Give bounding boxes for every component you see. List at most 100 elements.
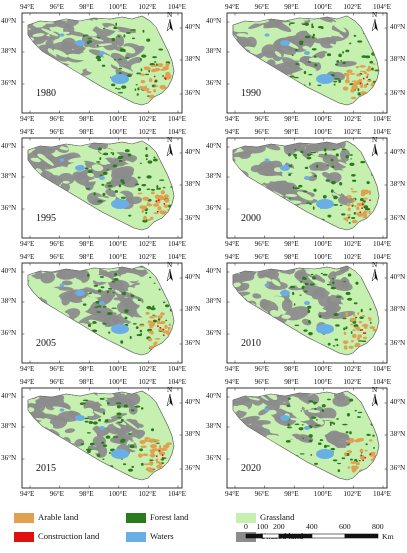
scale-bar: 0 100 200 400 600 800 Km <box>244 522 404 548</box>
lake <box>316 74 334 84</box>
longitude-tick-top: 102°E <box>343 253 362 261</box>
land-use-map <box>21 137 183 239</box>
longitude-tick-bottom: 94°E <box>225 365 240 373</box>
legend-label: Grassland <box>260 512 295 522</box>
lake <box>316 324 334 334</box>
longitude-tick-bottom: 100°E <box>313 240 332 248</box>
north-label: N <box>372 11 378 19</box>
latitude-tick-left: 38°N <box>206 47 222 55</box>
map-panel-1995: 94°E 94°E 96°E 96°E 98°E 98°E 100°E 100°E 102°E 1… <box>0 125 200 248</box>
latitude-tick-right: 40°N <box>185 148 201 156</box>
latitude-tick-right: 38°N <box>390 430 406 438</box>
longitude-tick-bottom: 102°E <box>343 490 362 498</box>
north-arrow-icon <box>371 143 378 157</box>
longitude-tick-top: 100°E <box>108 3 127 11</box>
lake <box>316 449 334 459</box>
lake <box>111 74 129 84</box>
legend-swatch <box>14 513 34 523</box>
latitude-tick-left: 36°N <box>1 204 17 212</box>
longitude-tick-top: 94°E <box>20 378 35 386</box>
year-label: 2020 <box>241 463 261 474</box>
latitude-tick-right: 38°N <box>185 305 201 313</box>
longitude-tick-bottom: 104°E <box>373 115 392 123</box>
scale-tick-label: 200 <box>273 522 285 531</box>
map-panel-2015: 94°E 94°E 96°E 96°E 98°E 98°E 100°E 100°E 102°E 1… <box>0 375 200 498</box>
latitude-tick-left: 40°N <box>1 17 17 25</box>
north-label: N <box>167 136 173 144</box>
longitude-tick-top: 104°E <box>168 3 187 11</box>
longitude-tick-bottom: 98°E <box>284 115 299 123</box>
latitude-tick-left: 38°N <box>206 172 222 180</box>
latitude-tick-left: 36°N <box>206 204 222 212</box>
map-panel-1990: 94°E 94°E 96°E 96°E 98°E 98°E 100°E 100°E 102°E 1… <box>205 0 405 123</box>
north-arrow-icon <box>166 393 173 407</box>
longitude-tick-top: 94°E <box>225 128 240 136</box>
longitude-tick-bottom: 98°E <box>79 240 94 248</box>
longitude-tick-top: 102°E <box>343 128 362 136</box>
latitude-tick-left: 40°N <box>1 142 17 150</box>
longitude-tick-top: 100°E <box>313 3 332 11</box>
longitude-tick-top: 104°E <box>168 253 187 261</box>
map-panel-2005: 94°E 94°E 96°E 96°E 98°E 98°E 100°E 100°E 102°E 1… <box>0 250 200 373</box>
longitude-tick-bottom: 102°E <box>138 490 157 498</box>
longitude-tick-bottom: 98°E <box>79 115 94 123</box>
longitude-tick-top: 100°E <box>108 253 127 261</box>
legend-swatch <box>14 532 34 542</box>
latitude-tick-left: 36°N <box>206 79 222 87</box>
latitude-tick-right: 38°N <box>390 305 406 313</box>
latitude-tick-right: 36°N <box>185 464 201 472</box>
north-label: N <box>167 261 173 269</box>
year-label: 2015 <box>36 463 56 474</box>
longitude-tick-top: 94°E <box>225 378 240 386</box>
latitude-tick-right: 38°N <box>185 430 201 438</box>
longitude-tick-top: 94°E <box>20 128 35 136</box>
legend-swatch <box>126 532 146 542</box>
longitude-tick-top: 96°E <box>49 378 65 386</box>
north-label: N <box>372 386 378 394</box>
longitude-tick-bottom: 96°E <box>254 365 270 373</box>
longitude-tick-top: 102°E <box>343 3 362 11</box>
map-panel-2020: 94°E 94°E 96°E 96°E 98°E 98°E 100°E 100°E 102°E 1… <box>205 375 405 498</box>
longitude-tick-top: 94°E <box>20 253 35 261</box>
latitude-tick-left: 36°N <box>206 329 222 337</box>
latitude-tick-right: 40°N <box>390 148 406 156</box>
latitude-tick-left: 40°N <box>206 392 222 400</box>
longitude-tick-top: 94°E <box>225 3 240 11</box>
legend-swatch <box>236 513 256 523</box>
latitude-tick-left: 40°N <box>206 267 222 275</box>
longitude-tick-bottom: 98°E <box>284 490 299 498</box>
longitude-tick-bottom: 104°E <box>373 365 392 373</box>
latitude-tick-left: 38°N <box>1 297 17 305</box>
longitude-tick-bottom: 100°E <box>313 115 332 123</box>
latitude-tick-left: 38°N <box>1 172 17 180</box>
latitude-tick-right: 38°N <box>185 180 201 188</box>
lake <box>111 199 129 209</box>
longitude-tick-top: 104°E <box>373 3 392 11</box>
longitude-tick-top: 98°E <box>284 3 299 11</box>
latitude-tick-left: 38°N <box>1 47 17 55</box>
longitude-tick-top: 96°E <box>254 253 270 261</box>
latitude-tick-left: 36°N <box>206 454 222 462</box>
north-label: N <box>167 386 173 394</box>
longitude-tick-top: 98°E <box>79 128 94 136</box>
latitude-tick-right: 36°N <box>185 89 201 97</box>
latitude-tick-left: 36°N <box>1 79 17 87</box>
map-panel-2010: 94°E 94°E 96°E 96°E 98°E 98°E 100°E 100°E 102°E 1… <box>205 250 405 373</box>
longitude-tick-bottom: 104°E <box>373 240 392 248</box>
longitude-tick-top: 104°E <box>373 253 392 261</box>
longitude-tick-top: 104°E <box>373 128 392 136</box>
scale-tick-label: 600 <box>339 522 351 531</box>
north-arrow-icon <box>166 18 173 32</box>
year-label: 1995 <box>36 213 56 224</box>
legend-label: Arable land <box>38 512 79 522</box>
longitude-tick-top: 98°E <box>79 3 94 11</box>
land-use-map <box>226 137 388 239</box>
map-panel-1980: 94°E 94°E 96°E 96°E 98°E 98°E 100°E 100°E 102°E 1… <box>0 0 200 123</box>
latitude-tick-right: 40°N <box>390 273 406 281</box>
legend-label: Waters <box>150 531 174 541</box>
north-arrow-icon <box>371 268 378 282</box>
longitude-tick-bottom: 94°E <box>20 490 35 498</box>
latitude-tick-right: 40°N <box>185 23 201 31</box>
scale-tick-label: 400 <box>306 522 318 531</box>
latitude-tick-right: 36°N <box>390 89 406 97</box>
